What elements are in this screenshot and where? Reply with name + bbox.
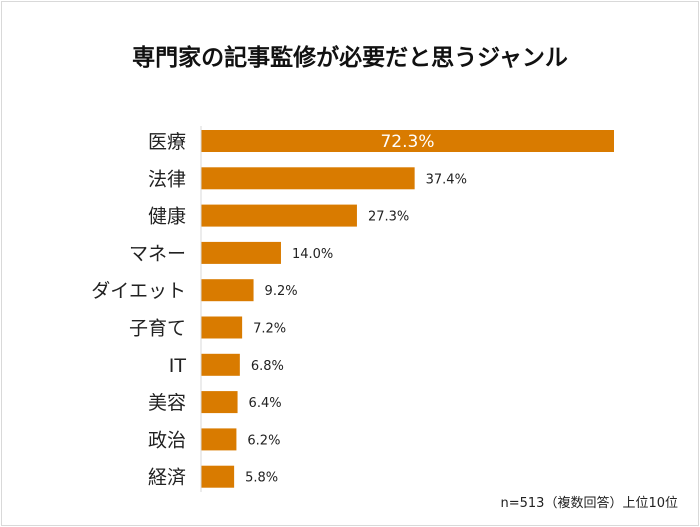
- data-label: 6.2%: [247, 433, 280, 448]
- category-label: 法律: [148, 168, 186, 190]
- data-label: 5.8%: [245, 471, 278, 486]
- category-label: マネー: [129, 243, 186, 265]
- data-label: 27.3%: [368, 210, 409, 225]
- category-label: IT: [169, 355, 187, 377]
- category-label: 子育て: [129, 318, 186, 340]
- bar: [201, 391, 238, 414]
- data-label: 37.4%: [426, 172, 467, 187]
- data-label: 6.4%: [249, 396, 282, 411]
- data-label: 9.2%: [265, 284, 298, 299]
- data-label: 7.2%: [253, 322, 286, 337]
- bar: [201, 204, 357, 227]
- category-label: 政治: [148, 429, 186, 451]
- bar: [201, 316, 243, 339]
- bar: [201, 353, 240, 376]
- chart-title: 専門家の記事監修が必要だと思うジャンル: [132, 45, 568, 71]
- bar: [201, 279, 254, 302]
- bar: [201, 428, 237, 451]
- category-label: 健康: [148, 206, 186, 228]
- category-label: 美容: [148, 392, 186, 414]
- category-label: ダイエット: [91, 280, 186, 302]
- data-label: 72.3%: [380, 132, 434, 152]
- bar: [201, 465, 235, 488]
- sample-note: n=513（複数回答）上位10位: [500, 496, 679, 511]
- bar: [201, 241, 281, 264]
- data-label: 14.0%: [292, 247, 333, 262]
- bar: [201, 130, 614, 152]
- category-label: 経済: [148, 467, 186, 489]
- category-label: 医療: [148, 131, 186, 153]
- data-label: 6.8%: [251, 359, 284, 374]
- bar: [201, 167, 415, 190]
